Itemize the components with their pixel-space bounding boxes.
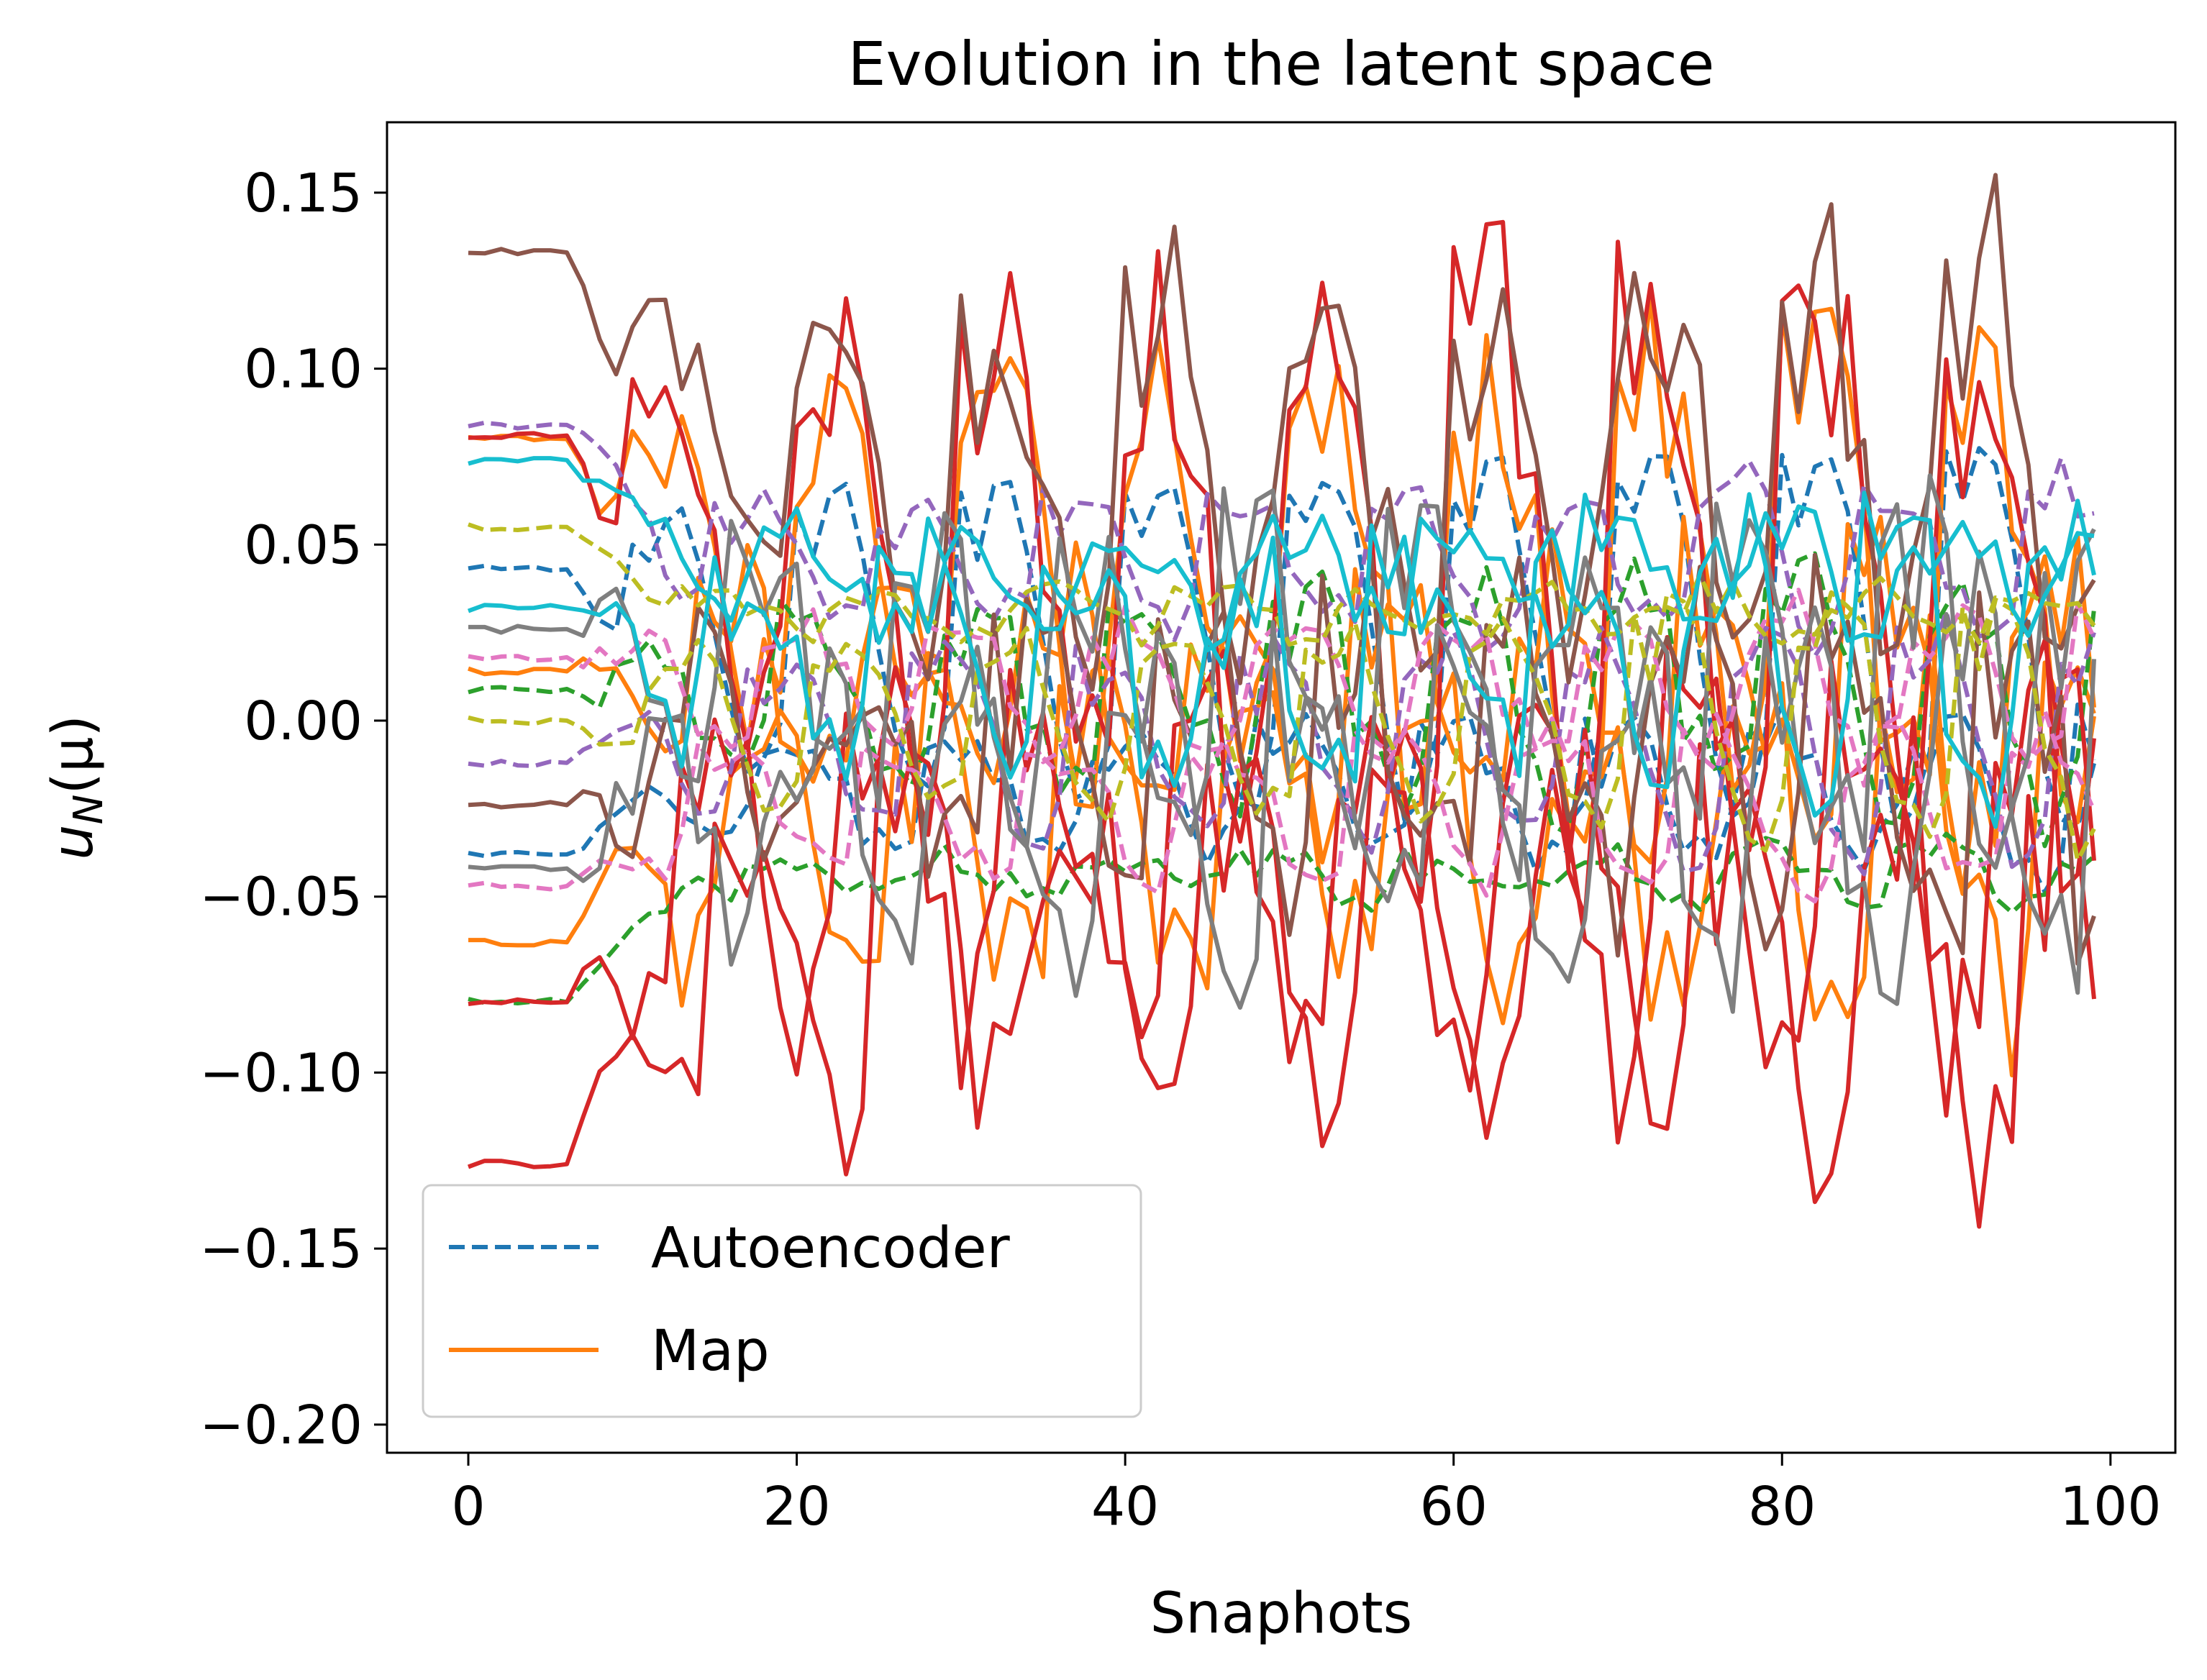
series-line (467, 667, 2096, 1229)
y-tick-label: −0.10 (199, 1042, 363, 1104)
x-tick-label: 80 (1748, 1476, 1816, 1538)
y-tick-label: 0.00 (244, 690, 363, 752)
y-tick-label: 0.05 (244, 514, 363, 576)
y-axis-label-rest: (μ) (41, 715, 106, 795)
x-axis: 0 20 40 60 80 100 (451, 1453, 2161, 1538)
legend-label-autoencoder: Autoencoder (651, 1216, 1011, 1281)
y-axis-label: uN(μ) (41, 715, 112, 860)
series-line (468, 588, 2096, 788)
series-line (468, 831, 2095, 1005)
series-line (468, 590, 2096, 863)
series-line (468, 456, 2095, 653)
y-axis: −0.20 −0.15 −0.10 −0.05 0.00 0.05 0.10 0.15 (199, 163, 387, 1456)
series-line (468, 473, 2096, 882)
y-tick-label: −0.20 (199, 1394, 363, 1456)
series-line (468, 609, 2096, 877)
x-tick-label: 20 (763, 1476, 830, 1538)
series-line (468, 708, 2096, 904)
series-line (468, 173, 2096, 692)
series-line (468, 549, 2096, 1014)
series-line (468, 613, 2096, 1078)
plot-frame (386, 121, 2177, 1454)
x-tick-label: 40 (1091, 1476, 1159, 1538)
y-tick-label: −0.05 (199, 867, 363, 928)
series-line (467, 490, 2096, 829)
svg-text:uN(μ): uN(μ) (41, 715, 112, 860)
y-axis-label-sub: N (65, 795, 112, 825)
y-tick-label: 0.10 (244, 339, 363, 401)
legend-box (422, 1184, 1142, 1418)
chart-title: Evolution in the latent space (848, 29, 1715, 99)
y-tick-label: 0.15 (244, 163, 363, 224)
series-layer (467, 173, 2096, 1229)
series-line (468, 552, 2096, 966)
legend: Autoencoder Map (422, 1184, 1142, 1418)
plot-area (467, 173, 2096, 1229)
y-axis-label-main: u (41, 824, 106, 859)
x-tick-label: 60 (1420, 1476, 1488, 1538)
y-tick-label: −0.15 (199, 1218, 363, 1280)
x-tick-label: 100 (2060, 1476, 2161, 1538)
x-tick-label: 0 (451, 1476, 485, 1538)
x-axis-label: Snaphots (1150, 1581, 1413, 1646)
series-line (468, 219, 2096, 920)
legend-label-map: Map (651, 1319, 770, 1384)
